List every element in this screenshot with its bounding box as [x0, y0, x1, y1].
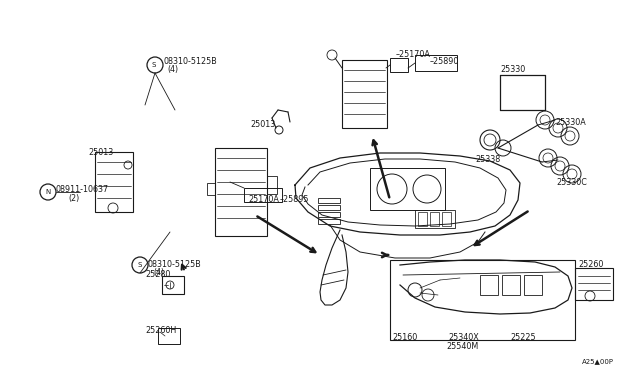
Text: A25▲00P: A25▲00P [582, 358, 614, 364]
Bar [207, 183, 215, 195]
Text: 08310-5125B: 08310-5125B [147, 260, 201, 269]
Bar [575, 268, 613, 300]
Bar [318, 219, 340, 224]
Text: 25260: 25260 [578, 260, 604, 269]
Bar [442, 212, 451, 226]
Bar [318, 198, 340, 203]
Text: 25540M: 25540M [446, 342, 478, 351]
Text: 25260H: 25260H [145, 326, 176, 335]
Bar [370, 168, 445, 210]
Bar [390, 260, 575, 340]
Text: –25170A: –25170A [396, 50, 431, 59]
Text: 25160: 25160 [392, 333, 417, 342]
Text: (4): (4) [167, 65, 178, 74]
Text: 25013: 25013 [88, 148, 113, 157]
Bar [267, 176, 277, 194]
Bar [318, 212, 340, 217]
Text: (2): (2) [68, 194, 79, 203]
Text: S: S [138, 262, 142, 268]
Text: 25330: 25330 [500, 65, 525, 74]
Text: 25338: 25338 [475, 155, 500, 164]
Bar [524, 275, 542, 295]
Bar [430, 212, 439, 226]
Text: 25330A: 25330A [555, 118, 586, 127]
Text: –25890: –25890 [430, 57, 460, 66]
Bar [342, 60, 387, 128]
Text: 25280: 25280 [145, 270, 170, 279]
Text: 25225: 25225 [510, 333, 536, 342]
Text: 25330C: 25330C [556, 178, 587, 187]
Bar [480, 275, 498, 295]
Bar [502, 275, 520, 295]
Text: N: N [45, 189, 51, 195]
Bar [158, 328, 180, 344]
Bar [215, 148, 267, 236]
Bar [415, 210, 455, 228]
Text: S: S [152, 62, 156, 68]
Bar [95, 152, 133, 212]
Bar [162, 276, 184, 294]
Text: 08310-5125B: 08310-5125B [163, 57, 217, 66]
Bar [418, 212, 427, 226]
Bar [318, 205, 340, 210]
Text: 08911-10637: 08911-10637 [56, 185, 109, 194]
Text: 25340X: 25340X [448, 333, 479, 342]
Text: (4): (4) [153, 268, 164, 277]
Bar [244, 188, 282, 202]
Text: 25013: 25013 [250, 120, 275, 129]
Bar [390, 58, 408, 72]
Bar [415, 55, 457, 71]
Text: –25895: –25895 [280, 195, 310, 204]
Text: 25170A: 25170A [248, 195, 279, 204]
